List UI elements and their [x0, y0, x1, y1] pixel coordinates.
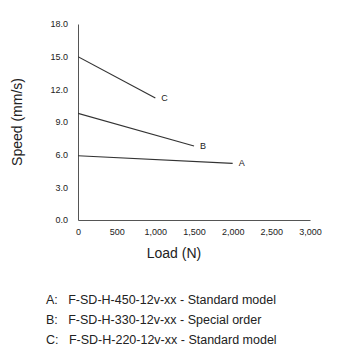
y-tick: 12.0 [50, 85, 78, 95]
series-line [78, 156, 233, 164]
y-axis-title: Speed (mm/s) [9, 78, 25, 166]
x-axis-line [79, 220, 311, 221]
captions: A: F-SD-H-450-12v-xx - Standard model B: … [46, 293, 277, 347]
x-tick: 1,500 [183, 220, 206, 237]
x-tick-label: 1,000 [145, 227, 168, 237]
x-tick-label: 3,000 [299, 227, 322, 237]
caption: C: F-SD-H-220-12v-xx - Standard model [46, 333, 277, 347]
caption: A: F-SD-H-450-12v-xx - Standard model [46, 293, 276, 307]
y-tick-label: 3.0 [55, 183, 68, 193]
y-tick: 0.0 [55, 215, 78, 225]
y-tick-label: 0.0 [55, 215, 68, 225]
line-label: C [161, 93, 168, 103]
x-tick: 2,500 [261, 220, 284, 237]
chart-container: 0 500 1,000 1,500 2,000 2,500 3,000 0.0 3.0 6.0 9.… [0, 0, 363, 364]
x-tick-label: 0 [76, 227, 81, 237]
x-tick-label: 2,500 [261, 227, 284, 237]
y-tick: 9.0 [55, 117, 78, 127]
plot-area [78, 57, 233, 164]
line-label: A [239, 158, 245, 168]
y-tick: 3.0 [55, 183, 78, 193]
x-tick: 2,000 [222, 220, 245, 237]
y-tick: 6.0 [55, 150, 78, 160]
x-tick-label: 1,500 [183, 227, 206, 237]
x-tick: 500 [110, 220, 125, 237]
x-axis-title: Load (N) [147, 245, 201, 261]
y-axis: 0.0 3.0 6.0 9.0 12.0 15.0 18.0 [50, 19, 78, 225]
y-tick-label: 18.0 [50, 19, 68, 29]
series-line [78, 57, 155, 98]
caption: B: F-SD-H-330-12v-xx - Special order [46, 313, 261, 327]
line-label: B [200, 141, 206, 151]
y-tick-label: 6.0 [55, 150, 68, 160]
y-tick: 15.0 [50, 52, 78, 62]
x-tick-label: 2,000 [222, 227, 245, 237]
y-tick-label: 15.0 [50, 52, 68, 62]
series-line [78, 113, 194, 146]
x-tick: 0 [76, 220, 81, 237]
line-labels: A B C [161, 93, 244, 168]
y-tick: 18.0 [50, 19, 78, 29]
y-axis-line [78, 25, 79, 221]
x-tick: 1,000 [145, 220, 168, 237]
x-axis: 0 500 1,000 1,500 2,000 2,500 3,000 [76, 220, 322, 237]
x-tick: 3,000 [299, 220, 322, 237]
chart-svg: 0 500 1,000 1,500 2,000 2,500 3,000 0.0 3.0 6.0 9.… [0, 0, 363, 364]
y-tick-label: 12.0 [50, 85, 68, 95]
y-tick-label: 9.0 [55, 117, 68, 127]
x-tick-label: 500 [110, 227, 125, 237]
